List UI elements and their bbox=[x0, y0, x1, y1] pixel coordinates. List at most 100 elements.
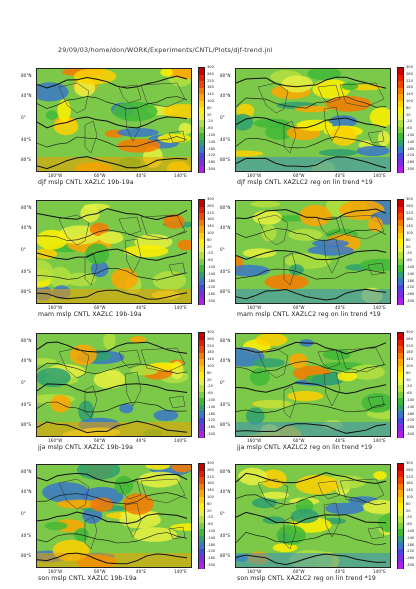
colorbar-label: -100 bbox=[406, 398, 415, 402]
colorbar-segment bbox=[398, 548, 403, 556]
colorbar-segment bbox=[199, 346, 204, 353]
colorbar-label: -180 bbox=[207, 411, 216, 416]
colorbar-segment bbox=[398, 333, 403, 340]
lat-label: 40°S bbox=[21, 269, 32, 274]
colorbar-label: -180 bbox=[406, 542, 415, 547]
colorbar-segment bbox=[398, 107, 403, 114]
colorbar-segment bbox=[199, 352, 204, 360]
colorbar-label: 100 bbox=[207, 99, 214, 103]
colorbar-segment bbox=[199, 258, 204, 266]
colorbar-segment bbox=[199, 284, 204, 292]
colorbar bbox=[198, 463, 205, 569]
colorbar-label: 300 bbox=[207, 65, 214, 69]
colorbar-segment bbox=[199, 146, 204, 153]
colorbar-segment bbox=[199, 74, 204, 82]
colorbar-segment bbox=[199, 464, 204, 471]
colorbar bbox=[397, 463, 404, 569]
colorbar-label: -180 bbox=[207, 542, 216, 547]
colorbar-segment bbox=[199, 271, 204, 279]
lon-label: 160°W bbox=[48, 438, 63, 443]
colorbar-segment bbox=[398, 87, 403, 95]
lon-label: 140°E bbox=[373, 173, 386, 178]
colorbar-label: -20 bbox=[406, 119, 412, 124]
colorbar-label: 60 bbox=[207, 370, 212, 375]
colorbar-label: 180 bbox=[406, 350, 413, 355]
colorbar-segment bbox=[199, 113, 204, 121]
colorbar-segment bbox=[199, 490, 204, 497]
colorbar-label: -180 bbox=[406, 278, 415, 283]
lon-label: 140°E bbox=[174, 173, 187, 178]
colorbar-segment bbox=[398, 297, 403, 305]
lat-label: 40°S bbox=[220, 269, 231, 274]
colorbar-segment bbox=[199, 278, 204, 285]
colorbar-segment bbox=[199, 133, 204, 140]
colorbar-label: 180 bbox=[406, 217, 413, 222]
lat-label: 0° bbox=[21, 380, 26, 385]
lat-label: 40°N bbox=[21, 93, 32, 98]
colorbar-segment bbox=[398, 365, 403, 373]
colorbar-label: -260 bbox=[406, 425, 415, 430]
colorbar-segment bbox=[398, 120, 403, 127]
colorbar-label: 20 bbox=[406, 112, 411, 117]
lat-label: 80°N bbox=[220, 469, 231, 474]
lat-label: 40°S bbox=[220, 137, 231, 142]
lat-label: 80°S bbox=[220, 157, 231, 162]
colorbar-label: 220 bbox=[406, 343, 413, 348]
lat-label: 80°N bbox=[21, 205, 32, 210]
colorbar-label: 180 bbox=[207, 350, 214, 355]
colorbar-label: 220 bbox=[406, 474, 413, 479]
colorbar bbox=[397, 67, 404, 173]
colorbar-label: 180 bbox=[406, 85, 413, 90]
colorbar-segment bbox=[199, 245, 204, 253]
colorbar-segment bbox=[199, 378, 204, 386]
colorbar-segment bbox=[199, 509, 204, 517]
colorbar-segment bbox=[199, 430, 204, 438]
colorbar-label: 140 bbox=[207, 224, 214, 229]
colorbar-segment bbox=[398, 391, 403, 399]
colorbar-label: -220 bbox=[207, 418, 216, 423]
lon-label: 140°E bbox=[174, 569, 187, 574]
colorbar-segment bbox=[199, 424, 204, 431]
colorbar-segment bbox=[199, 87, 204, 95]
colorbar-segment bbox=[199, 535, 204, 543]
colorbar-label: -140 bbox=[406, 271, 415, 276]
colorbar-label: 140 bbox=[207, 357, 214, 362]
colorbar-label: 60 bbox=[207, 105, 212, 110]
colorbar-segment bbox=[199, 120, 204, 127]
lat-label: 0° bbox=[220, 380, 225, 385]
colorbar-segment bbox=[398, 372, 403, 379]
colorbar-label: -220 bbox=[207, 549, 216, 554]
colorbar-label: 20 bbox=[207, 377, 212, 382]
colorbar-segment bbox=[398, 352, 403, 360]
colorbar-label: -300 bbox=[406, 563, 415, 567]
colorbar-label: 220 bbox=[406, 210, 413, 215]
colorbar-segment bbox=[398, 464, 403, 471]
lat-label: 0° bbox=[21, 511, 26, 516]
colorbar-label: 20 bbox=[406, 377, 411, 382]
colorbar-segment bbox=[398, 555, 403, 562]
colorbar-segment bbox=[199, 417, 204, 425]
lat-label: 80°N bbox=[220, 338, 231, 343]
lat-label: 80°S bbox=[21, 422, 32, 427]
colorbar-segment bbox=[199, 94, 204, 101]
colorbar-label: -140 bbox=[406, 404, 415, 409]
colorbar-label: 60 bbox=[406, 501, 411, 506]
colorbar-segment bbox=[398, 291, 403, 298]
lon-label: 160°W bbox=[247, 438, 262, 443]
colorbar-segment bbox=[199, 359, 204, 366]
colorbar-segment bbox=[199, 503, 204, 510]
colorbar-segment bbox=[398, 477, 403, 484]
colorbar-label: -140 bbox=[207, 535, 216, 540]
colorbar-segment bbox=[398, 346, 403, 353]
colorbar-segment bbox=[199, 411, 204, 418]
contour-map bbox=[235, 68, 391, 172]
colorbar-label: -100 bbox=[406, 529, 415, 533]
colorbar-segment bbox=[199, 297, 204, 305]
colorbar-label: 100 bbox=[207, 364, 214, 368]
colorbar-label: 100 bbox=[406, 364, 413, 368]
colorbar-segment bbox=[398, 404, 403, 412]
panel-caption: mam mslp CNTL XAZLC 19b-19a bbox=[38, 311, 142, 318]
colorbar-segment bbox=[199, 339, 204, 347]
colorbar-segment bbox=[199, 391, 204, 399]
lat-label: 0° bbox=[220, 115, 225, 120]
